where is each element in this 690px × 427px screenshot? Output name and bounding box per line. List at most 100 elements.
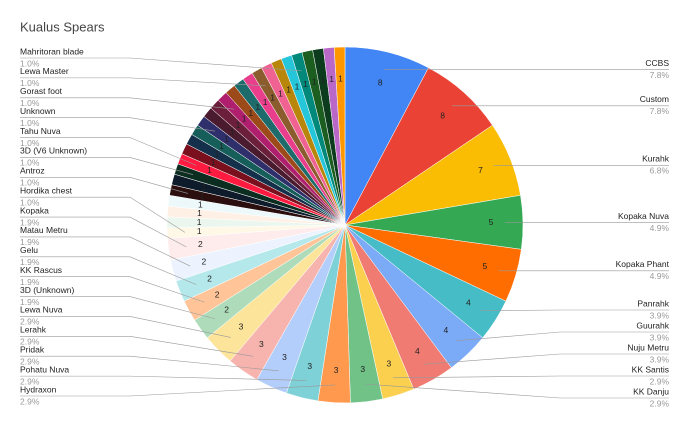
slice-percent: 6.8% (650, 166, 670, 176)
slice-percent: 3.9% (650, 332, 670, 342)
slice-value-label: 1 (286, 85, 291, 95)
leader-line (20, 355, 279, 372)
slice-percent: 1.9% (20, 257, 40, 267)
slice-value-label: 1 (197, 217, 202, 227)
slice-percent: 1.0% (20, 78, 40, 88)
slice-label: KK Danju (633, 386, 669, 396)
slice-label: Guurahk (636, 320, 669, 330)
leader-line (20, 336, 254, 357)
leader-line (393, 375, 669, 379)
slice-value-label: 1 (329, 74, 334, 84)
leader-line (20, 236, 191, 267)
slice-value-label: 3 (360, 364, 365, 374)
slice-percent: 1.0% (20, 98, 40, 108)
leader-line (20, 256, 197, 285)
slice-percent: 1.9% (20, 217, 40, 227)
slice-value-label: 7 (478, 165, 483, 175)
slice-percent: 1.0% (20, 118, 40, 128)
slice-label: Hydraxon (20, 384, 57, 394)
leader-line (20, 176, 189, 194)
slice-label: Gorast foot (20, 86, 63, 96)
leader-line (480, 309, 669, 311)
slice-value-label: 2 (224, 305, 229, 315)
slice-value-label: 1 (197, 208, 202, 218)
slice-value-label: 1 (204, 173, 209, 183)
slice-percent: 1.0% (20, 178, 40, 188)
leader-line (20, 97, 235, 110)
leader-line (455, 331, 669, 342)
slice-label: Antroz (20, 166, 45, 176)
pie-slice (333, 46, 346, 226)
slice-value-label: 1 (295, 81, 300, 91)
slice-value-label: 1 (211, 157, 216, 167)
slice-value-label: 1 (197, 226, 202, 236)
slice-value-label: 1 (219, 141, 224, 151)
slice-value-label: 3 (282, 352, 287, 362)
slice-value-label: 4 (466, 297, 471, 307)
slice-label: 3D (Unknown) (20, 285, 74, 295)
slice-percent: 2.9% (20, 376, 40, 386)
slice-label: Pohatu Nuva (20, 364, 69, 374)
slice-percent: 7.8% (650, 70, 670, 80)
slice-value-label: 1 (236, 120, 241, 130)
slice-percent: 1.0% (20, 138, 40, 148)
slice-value-label: 1 (224, 134, 229, 144)
slice-value-label: 1 (230, 127, 235, 137)
slice-value-label: 3 (386, 358, 391, 368)
leader-line (20, 137, 197, 166)
slice-value-label: 2 (202, 257, 207, 267)
slice-value-label: 1 (242, 114, 247, 124)
slice-label: Lerahk (20, 325, 47, 335)
slice-percent: 1.9% (20, 237, 40, 247)
slice-value-label: 1 (270, 92, 275, 102)
slice-value-label: 1 (312, 77, 317, 87)
slice-label: Kopaka Phant (616, 259, 670, 269)
chart-title: Kualus Spears (20, 19, 105, 34)
slice-percent: 1.0% (20, 197, 40, 207)
leader-line (424, 353, 669, 365)
slice-label: Lewa Nuva (20, 305, 63, 315)
leader-line (20, 57, 302, 72)
slice-percent: 2.9% (20, 356, 40, 366)
slice-label: CCBS (645, 58, 669, 68)
leader-line (20, 316, 231, 338)
slice-value-label: 3 (334, 365, 339, 375)
slice-value-label: 1 (200, 191, 205, 201)
slice-value-label: 3 (307, 361, 312, 371)
leader-line (364, 383, 669, 399)
leader-line (20, 216, 187, 248)
slice-value-label: 4 (415, 346, 420, 356)
slice-value-label: 8 (378, 78, 383, 88)
slice-label: Kurahk (642, 154, 670, 164)
slice-label: Nuju Metru (627, 342, 669, 352)
slice-value-label: 1 (338, 73, 343, 83)
slice-value-label: 8 (440, 111, 445, 121)
slice-percent: 4.9% (650, 271, 670, 281)
slice-percent: 2.9% (650, 376, 670, 386)
slice-label: Hordika chest (20, 185, 73, 195)
leader-line (20, 77, 266, 87)
slice-label: Panrahk (637, 298, 669, 308)
slice-label: Custom (640, 94, 669, 104)
slice-value-label: 1 (278, 88, 283, 98)
slice-label: Kopaka (20, 205, 49, 215)
slice-label: Unknown (20, 106, 56, 116)
slice-value-label: 4 (443, 325, 448, 335)
slice-label: Lewa Master (20, 66, 69, 76)
slice-value-label: 1 (255, 102, 260, 112)
slice-label: 3D (V6 Unknown) (20, 146, 87, 156)
slice-percent: 1.0% (20, 158, 40, 168)
slice-value-label: 3 (239, 322, 244, 332)
leader-line (20, 117, 216, 132)
slice-percent: 4.9% (650, 223, 670, 233)
slice-value-label: 5 (483, 261, 488, 271)
slice-value-label: 2 (198, 239, 203, 249)
slice-label: KK Rascus (20, 265, 62, 275)
slice-percent: 2.9% (650, 398, 670, 408)
leader-line (20, 196, 186, 233)
slice-percent: 1.9% (20, 297, 40, 307)
slice-percent: 3.9% (650, 310, 670, 320)
leader-line (20, 296, 216, 320)
slice-value-label: 1 (303, 79, 308, 89)
